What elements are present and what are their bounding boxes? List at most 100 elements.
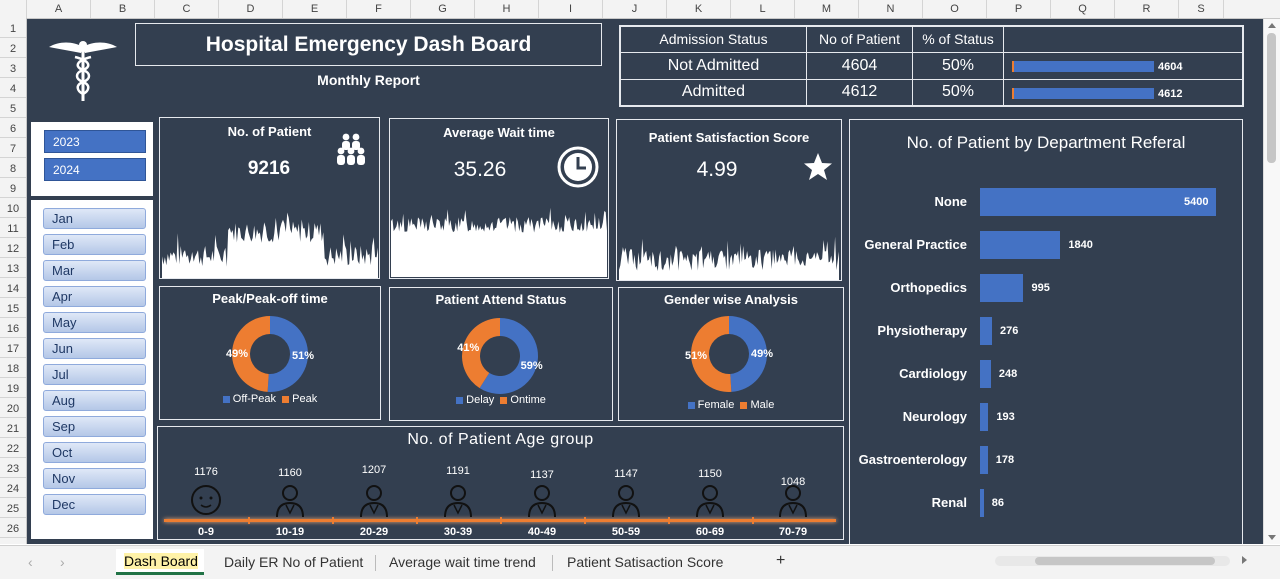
donut-label: 49%	[226, 348, 248, 360]
column-header[interactable]: L	[731, 0, 795, 18]
prev-sheet-icon[interactable]: ‹	[28, 554, 33, 570]
month-button-jul[interactable]: Jul	[43, 364, 146, 385]
title-box: Hospital Emergency Dash Board	[135, 23, 602, 66]
gender-donut-legend: Female Male	[619, 399, 843, 411]
admission-bar-label: 4612	[1158, 87, 1183, 100]
column-header[interactable]: N	[859, 0, 923, 18]
month-button-apr[interactable]: Apr	[43, 286, 146, 307]
column-header[interactable]: R	[1115, 0, 1179, 18]
age-category-label: 20-29	[359, 526, 389, 538]
column-header[interactable]: J	[603, 0, 667, 18]
department-bar	[980, 360, 991, 388]
column-header[interactable]: E	[283, 0, 347, 18]
select-all-corner[interactable]	[0, 0, 27, 18]
column-header[interactable]: S	[1179, 0, 1224, 18]
row-header[interactable]: 7	[0, 138, 26, 158]
year-button-2023[interactable]: 2023	[44, 130, 146, 153]
admission-row-status: Not Admitted	[619, 51, 807, 80]
horizontal-scroll-thumb[interactable]	[1035, 557, 1215, 565]
row-header[interactable]: 16	[0, 318, 26, 338]
month-button-may[interactable]: May	[43, 312, 146, 333]
month-button-jun[interactable]: Jun	[43, 338, 146, 359]
column-header[interactable]: F	[347, 0, 411, 18]
row-header[interactable]: 17	[0, 338, 26, 358]
year-button-2024[interactable]: 2024	[44, 158, 146, 181]
row-header[interactable]: 2	[0, 38, 26, 58]
row-header[interactable]: 23	[0, 458, 26, 478]
department-value-label: 995	[1031, 282, 1050, 294]
gender-donut-title: Gender wise Analysis	[664, 292, 798, 307]
column-header[interactable]: M	[795, 0, 859, 18]
row-header[interactable]: 12	[0, 238, 26, 258]
row-header[interactable]: 22	[0, 438, 26, 458]
tab-wait-trend[interactable]: Average wait time trend	[389, 554, 536, 570]
month-button-feb[interactable]: Feb	[43, 234, 146, 255]
column-header[interactable]: I	[539, 0, 603, 18]
month-button-oct[interactable]: Oct	[43, 442, 146, 463]
tab-dash-board[interactable]: Dash Board	[116, 549, 204, 575]
column-header[interactable]: G	[411, 0, 475, 18]
row-header[interactable]: 1	[0, 18, 26, 38]
age-group-chart: 1176 0-9 1160 10-19 1207 20-29 1191 30-39 1137 40…	[158, 427, 843, 539]
star-icon	[804, 153, 832, 180]
column-header[interactable]: K	[667, 0, 731, 18]
row-header[interactable]: 13	[0, 258, 26, 278]
month-button-nov[interactable]: Nov	[43, 468, 146, 489]
month-button-mar[interactable]: Mar	[43, 260, 146, 281]
age-category-label: 30-39	[443, 526, 473, 538]
row-header[interactable]: 11	[0, 218, 26, 238]
month-button-jan[interactable]: Jan	[43, 208, 146, 229]
column-header[interactable]: B	[91, 0, 155, 18]
row-header[interactable]: 26	[0, 518, 26, 538]
row-header[interactable]: 9	[0, 178, 26, 198]
row-header[interactable]: 5	[0, 98, 26, 118]
column-header[interactable]: H	[475, 0, 539, 18]
horizontal-scrollbar[interactable]	[995, 556, 1230, 566]
scroll-down-icon[interactable]	[1268, 535, 1276, 540]
vertical-scrollbar[interactable]	[1263, 19, 1280, 544]
row-header[interactable]: 25	[0, 498, 26, 518]
column-header[interactable]: A	[27, 0, 91, 18]
row-header[interactable]: 18	[0, 358, 26, 378]
column-header[interactable]: O	[923, 0, 987, 18]
row-header[interactable]: 21	[0, 418, 26, 438]
row-header[interactable]: 4	[0, 78, 26, 98]
month-button-dec[interactable]: Dec	[43, 494, 146, 515]
column-header[interactable]: P	[987, 0, 1051, 18]
donut-label: 51%	[292, 350, 314, 362]
row-header[interactable]: 6	[0, 118, 26, 138]
column-header[interactable]: Q	[1051, 0, 1115, 18]
month-button-aug[interactable]: Aug	[43, 390, 146, 411]
next-sheet-icon[interactable]: ›	[60, 554, 65, 570]
age-value-label: 1191	[446, 465, 470, 478]
column-header[interactable]: D	[219, 0, 283, 18]
row-header[interactable]: 3	[0, 58, 26, 78]
donut-label: 41%	[457, 342, 479, 354]
peak-donut-panel: Peak/Peak-off time 51% 49% Off-Peak Peak	[159, 286, 381, 420]
age-person-icon	[360, 485, 388, 517]
add-sheet-button[interactable]: +	[776, 552, 786, 569]
column-header[interactable]: C	[155, 0, 219, 18]
scroll-thumb[interactable]	[1267, 33, 1276, 163]
month-button-sep[interactable]: Sep	[43, 416, 146, 437]
row-header[interactable]: 19	[0, 378, 26, 398]
tab-divider	[552, 555, 553, 571]
age-value-label: 1137	[530, 469, 554, 482]
row-header[interactable]: 24	[0, 478, 26, 498]
scroll-right-icon[interactable]	[1242, 556, 1247, 564]
age-person-icon	[444, 485, 472, 517]
row-header[interactable]: 10	[0, 198, 26, 218]
row-header[interactable]: 14	[0, 278, 26, 298]
department-label: Physiotherapy	[877, 323, 967, 338]
kpi-satisfaction-panel: Patient Satisfaction Score 4.99	[616, 119, 842, 281]
tab-satisfaction[interactable]: Patient Satisaction Score	[567, 554, 724, 570]
row-header[interactable]: 8	[0, 158, 26, 178]
scroll-up-icon[interactable]	[1268, 23, 1276, 28]
row-header[interactable]: 20	[0, 398, 26, 418]
tab-daily-er[interactable]: Daily ER No of Patient	[224, 554, 364, 570]
age-category-label: 0-9	[198, 526, 214, 538]
row-header[interactable]: 15	[0, 298, 26, 318]
admission-row-pct: 50%	[912, 51, 1004, 80]
legend-swatch	[687, 401, 695, 409]
